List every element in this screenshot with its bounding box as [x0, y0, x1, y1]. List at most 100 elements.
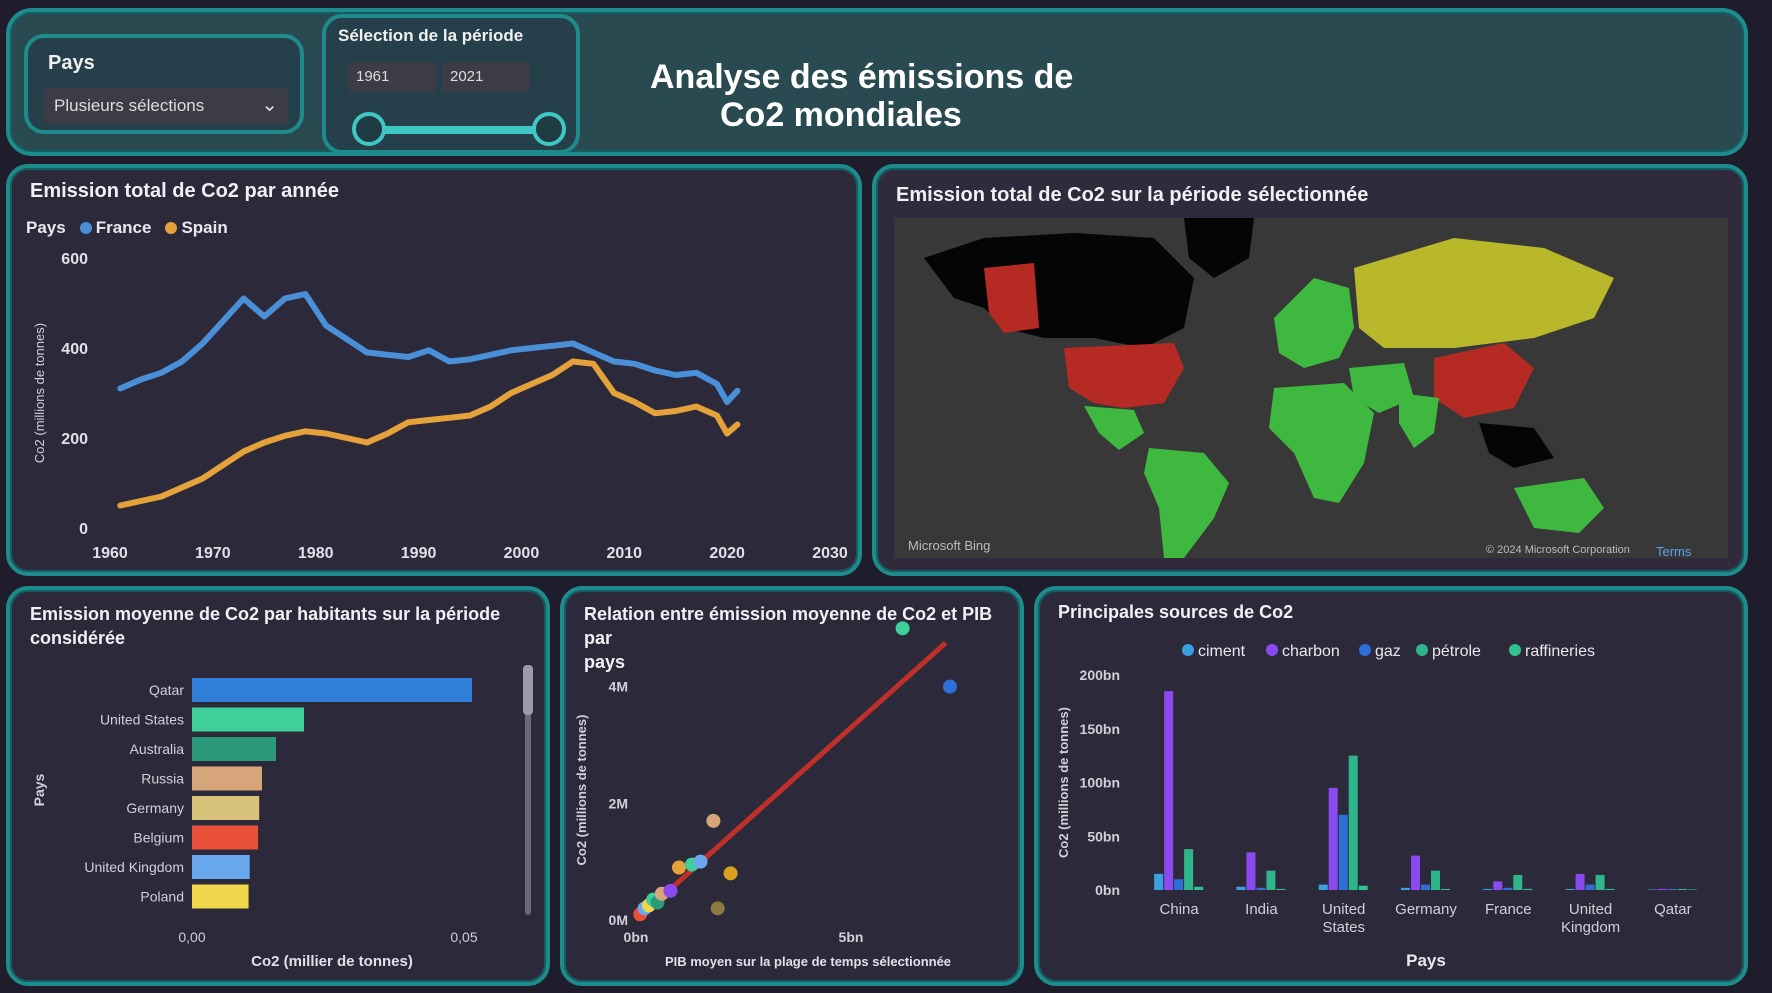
legend-item-france[interactable]: France: [79, 218, 152, 238]
column-gaz-china: [1174, 879, 1184, 890]
scatter-title-line1: Relation entre émission moyenne de Co2 e…: [584, 604, 993, 648]
y-tick-label: 200: [61, 431, 88, 448]
legend-dot-pétrole: [1416, 644, 1428, 656]
legend-label-france: France: [95, 218, 152, 237]
country-slicer[interactable]: Pays Plusieurs sélections ⌄: [24, 34, 304, 134]
map-region-australia[interactable]: [1514, 478, 1604, 533]
map-region-russia[interactable]: [1354, 238, 1614, 348]
category-label-line: Qatar: [1654, 901, 1692, 918]
map-region-mexico[interactable]: [1084, 406, 1144, 450]
bar-united-states: [192, 707, 304, 732]
legend-dot-raffineries: [1509, 644, 1521, 656]
x-tick-label: 2030: [812, 545, 848, 562]
scatter-point: [693, 854, 708, 869]
scatter-title: Relation entre émission moyenne de Co2 e…: [584, 602, 1020, 674]
column-raffineries-china: [1194, 886, 1204, 890]
map-credit-copyright: © 2024 Microsoft Corporation: [1486, 544, 1630, 556]
map-region-greenland[interactable]: [1184, 218, 1254, 278]
bar-russia: [192, 766, 262, 791]
map-terms-link[interactable]: Terms: [1656, 544, 1692, 559]
column-ciment-france: [1483, 888, 1493, 890]
map-region-india[interactable]: [1399, 393, 1439, 448]
map-region-europe[interactable]: [1274, 278, 1354, 368]
map-region-usa[interactable]: [1064, 343, 1184, 408]
column-gaz-france: [1503, 887, 1513, 890]
scatter-title-line2: pays: [584, 652, 626, 672]
period-slicer[interactable]: Sélection de la période 1961 2021: [322, 14, 580, 154]
column-pétrole-france: [1513, 874, 1523, 890]
bar-chart-panel: Emission moyenne de Co2 par habitants su…: [6, 586, 550, 986]
x-tick-label: 0bn: [624, 929, 649, 945]
line-chart-title: Emission total de Co2 par année: [30, 180, 339, 202]
column-charbon-china: [1164, 691, 1174, 890]
y-tick-label: 150bn: [1080, 721, 1120, 737]
column-gaz-united-kingdom: [1585, 884, 1595, 890]
column-gaz-qatar: [1667, 888, 1677, 890]
category-label: Germany: [1395, 901, 1457, 918]
scatter-point: [663, 883, 678, 898]
period-slicer-label: Sélection de la période: [338, 26, 524, 45]
scatter-point: [723, 866, 738, 881]
map-region-alaska[interactable]: [984, 263, 1039, 333]
y-tick-label: 4M: [609, 679, 628, 695]
scatter-point: [942, 679, 957, 694]
bar-chart-title: Emission moyenne de Co2 par habitants su…: [30, 602, 500, 650]
column-chart: ciment charbon gaz pétrole raffineries 0bn 50b…: [1056, 643, 1697, 970]
bar-category-label: Australia: [130, 741, 185, 757]
category-label: Qatar: [1654, 901, 1692, 918]
column-pétrole-germany: [1431, 870, 1440, 890]
country-slicer-label: Pays: [48, 52, 95, 74]
legend-label-pétrole: pétrole: [1432, 643, 1481, 660]
legend-dot-spain: [165, 222, 178, 234]
bar-category-label: Belgium: [133, 830, 184, 846]
x-tick-label: 0,05: [450, 929, 477, 945]
column-gaz-india: [1256, 887, 1266, 890]
category-label: China: [1160, 901, 1200, 918]
column-ciment-united-states: [1318, 884, 1328, 890]
y-tick-label: 400: [61, 341, 88, 358]
legend-dot-france: [79, 222, 92, 234]
x-tick-label: 2000: [504, 545, 540, 562]
bar-category-label: Qatar: [149, 682, 184, 698]
y-tick-label: 100bn: [1080, 775, 1120, 791]
map-region-canada[interactable]: [924, 233, 1194, 348]
category-label: India: [1245, 901, 1278, 918]
country-dropdown[interactable]: Plusieurs sélections ⌄: [44, 88, 288, 124]
map-region-africa[interactable]: [1269, 383, 1374, 503]
period-slider-end-handle[interactable]: [532, 112, 566, 146]
column-charbon-united-states: [1328, 787, 1338, 890]
legend-dot-ciment: [1182, 644, 1194, 656]
legend-item-spain[interactable]: Spain: [165, 218, 228, 238]
bar-chart-title-line1: Emission moyenne de Co2 par habitants su…: [30, 604, 501, 624]
period-end-input[interactable]: 2021: [442, 62, 530, 92]
scrollbar-track: [525, 665, 531, 915]
chevron-down-icon: ⌄: [261, 94, 278, 116]
bar-category-label: Germany: [126, 800, 184, 816]
category-label: France: [1485, 901, 1532, 918]
category-label-line: Germany: [1395, 901, 1457, 918]
period-start-input[interactable]: 1961: [348, 62, 436, 92]
x-tick-label: 1970: [195, 545, 231, 562]
column-charbon-united-kingdom: [1575, 873, 1585, 890]
legend-label-gaz: gaz: [1375, 643, 1401, 660]
trendline: [634, 641, 948, 922]
y-tick-label: 0M: [609, 912, 628, 928]
period-slider-track[interactable]: [366, 126, 562, 134]
map-region-china[interactable]: [1434, 343, 1534, 418]
y-tick-label: 0bn: [1095, 882, 1120, 898]
legend-dot-gaz: [1359, 644, 1371, 656]
map-title: Emission total de Co2 sur la période sél…: [896, 184, 1369, 206]
line-chart: 0 200 400 600 1960 1970 1980 1990 2000 2010 2020 20…: [32, 251, 848, 562]
period-slider-start-handle[interactable]: [352, 112, 386, 146]
map-region-middle-east[interactable]: [1349, 363, 1414, 413]
column-pétrole-qatar: [1677, 888, 1687, 890]
column-pétrole-china: [1184, 849, 1194, 890]
bar-united-kingdom: [192, 855, 250, 879]
map-panel: Emission total de Co2 sur la période sél…: [872, 164, 1748, 576]
map-region-south-america[interactable]: [1144, 448, 1229, 558]
column-ciment-india: [1236, 886, 1246, 890]
map-region-southeast-asia[interactable]: [1479, 423, 1554, 468]
column-raffineries-qatar: [1687, 889, 1697, 890]
world-map[interactable]: [894, 218, 1728, 558]
y-tick-label: 2M: [609, 795, 628, 811]
